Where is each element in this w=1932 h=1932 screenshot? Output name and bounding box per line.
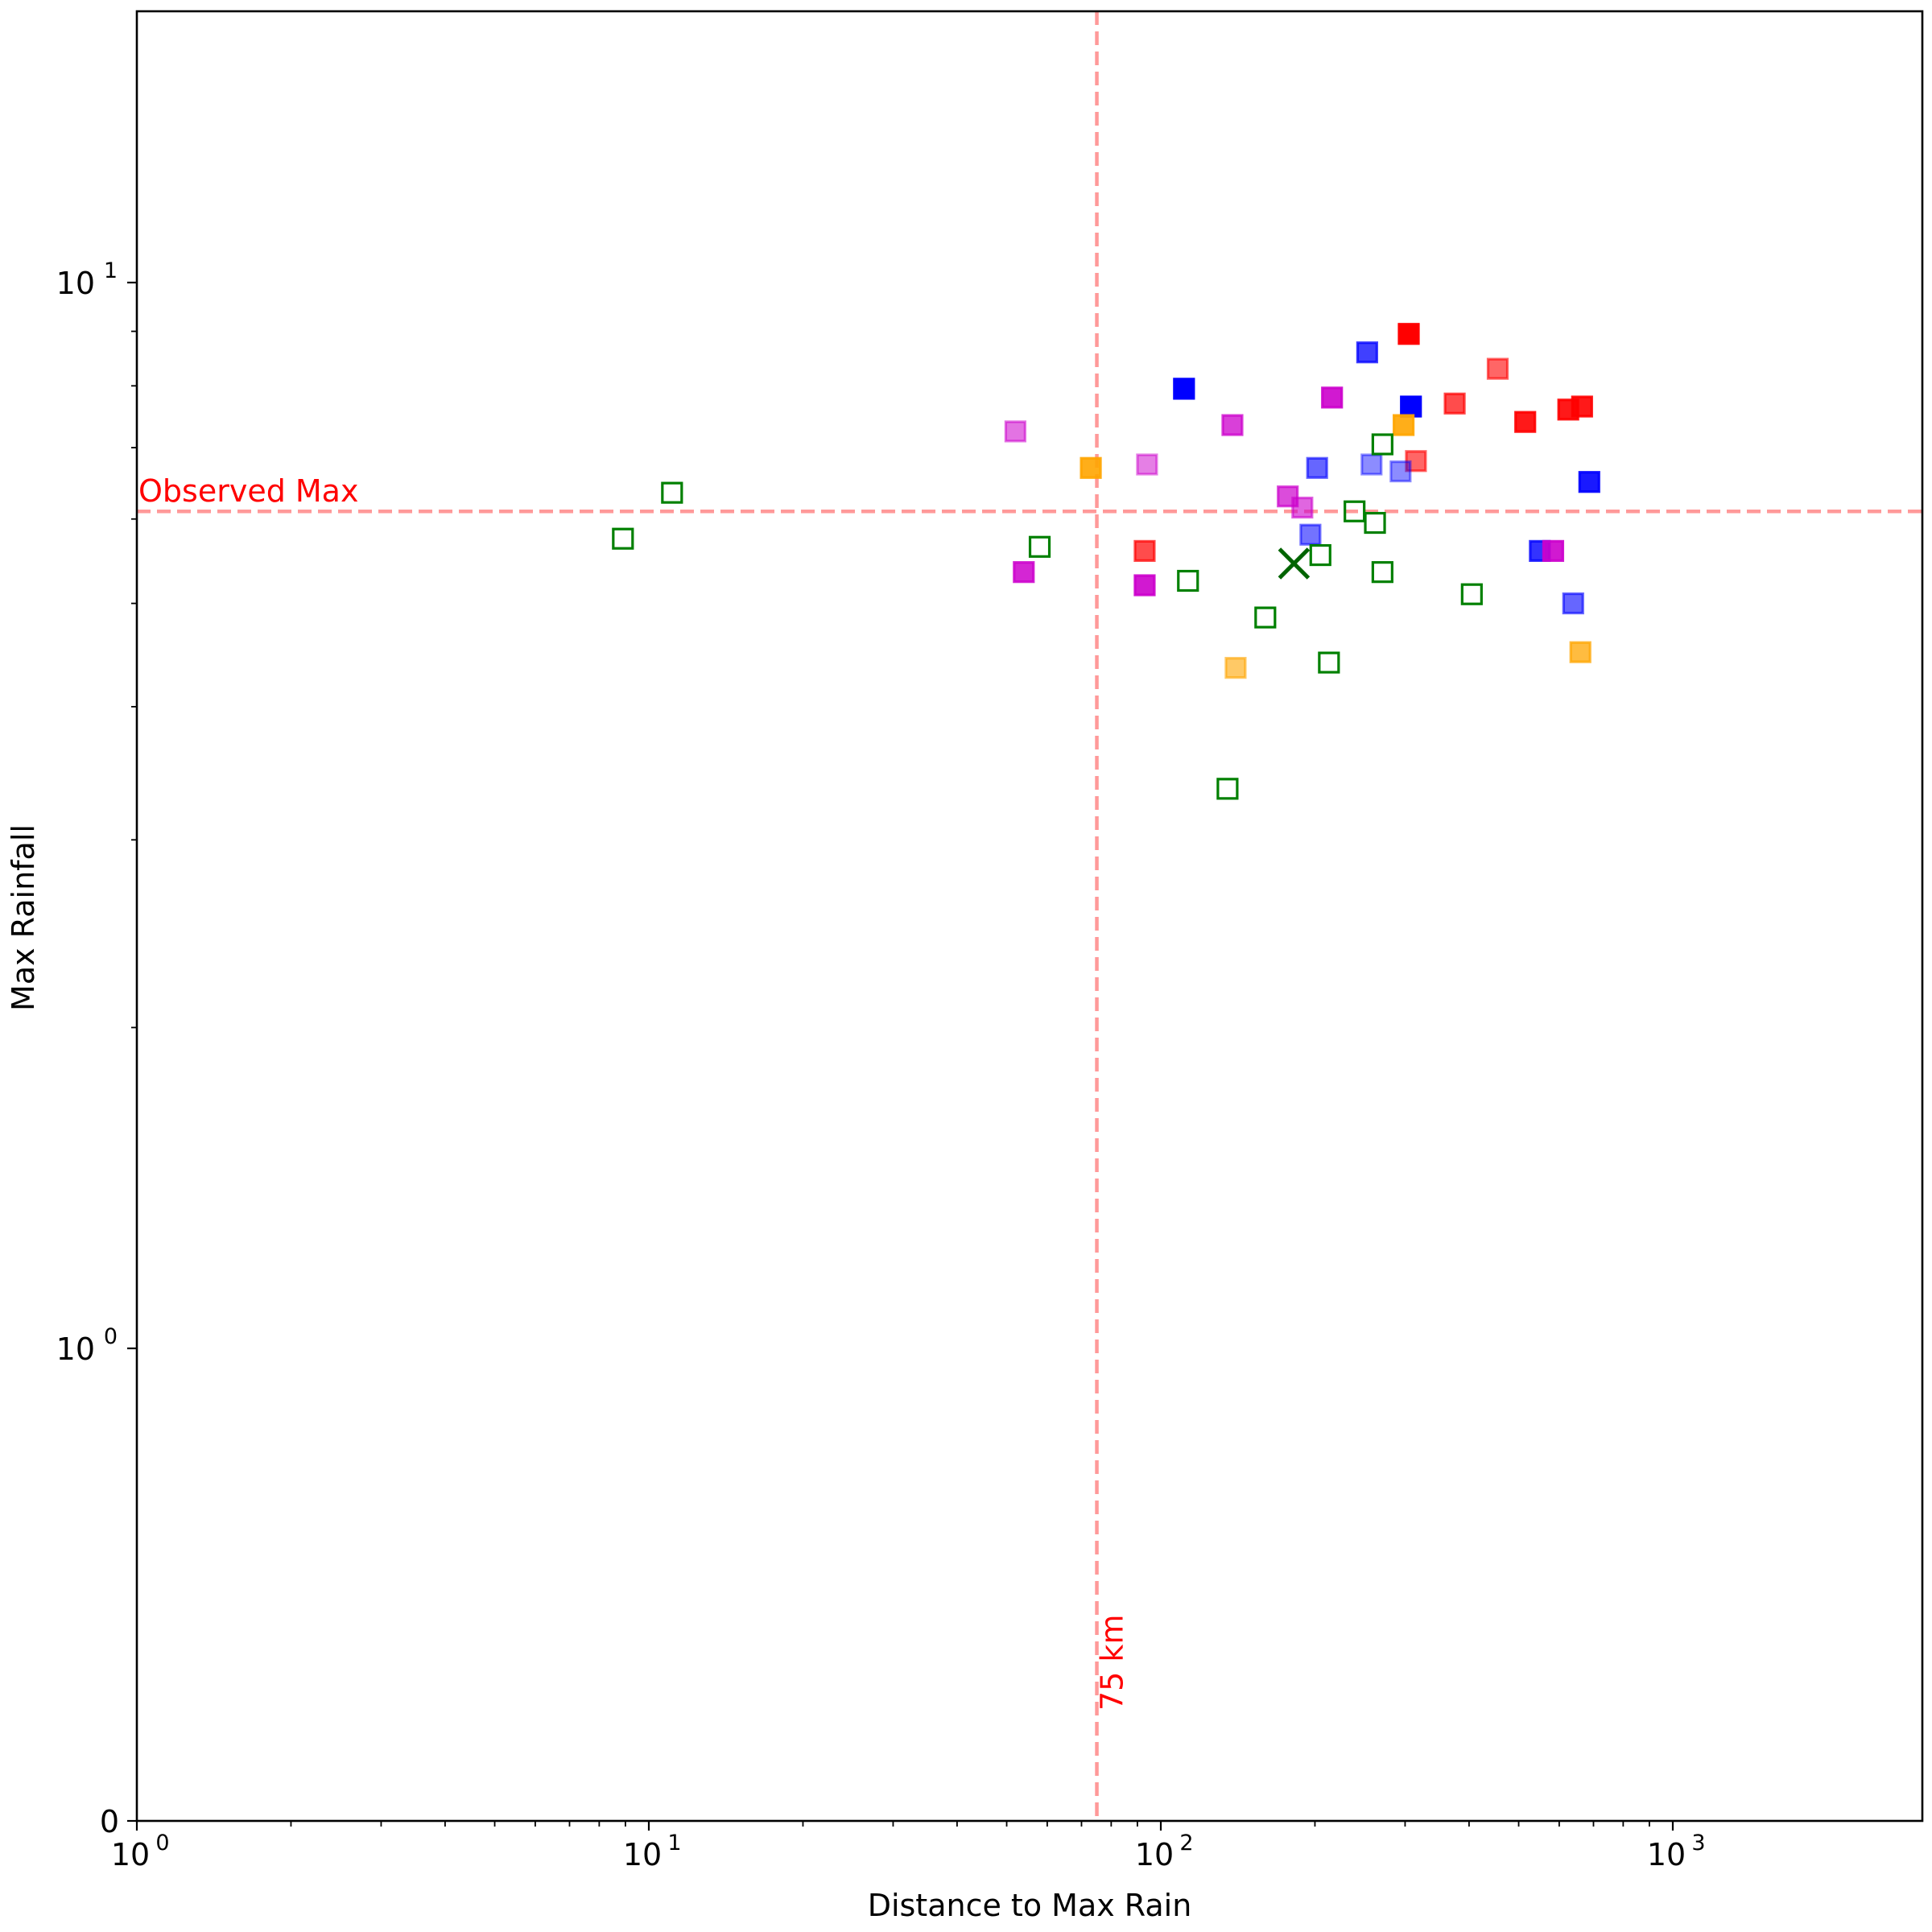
data-point (1389, 460, 1412, 483)
y-tick-exponent: 1 (104, 258, 118, 283)
highlight-marker (1278, 547, 1311, 580)
data-point (1364, 511, 1386, 535)
x-axis-label: Distance to Max Rain (868, 1888, 1192, 1923)
data-point (1578, 471, 1600, 493)
reference-lines: Observed Max 75 km (137, 11, 1922, 1821)
data-point (1397, 323, 1420, 345)
plot-frame (135, 10, 1924, 1823)
data-point (1309, 543, 1331, 567)
distance-threshold-label: 75 km (1095, 1615, 1130, 1711)
y-tick-label: 10 (56, 1331, 95, 1367)
observed-max-label: Observed Max (138, 473, 358, 509)
data-point (1514, 411, 1537, 433)
highlight-marker-group (1278, 547, 1311, 580)
data-point (1133, 539, 1156, 562)
data-point (1254, 606, 1277, 629)
data-point (1360, 453, 1383, 476)
data-point (1371, 561, 1393, 584)
data-point (1080, 456, 1102, 479)
data-point (1221, 414, 1244, 436)
x-tick-label: 10 (1647, 1837, 1686, 1872)
data-point (1562, 592, 1584, 615)
data-point (1133, 574, 1156, 597)
data-point (1443, 392, 1466, 415)
data-point (1569, 641, 1591, 663)
y-tick-label: 0 (100, 1804, 119, 1839)
data-point (1291, 496, 1314, 519)
data-point (1318, 651, 1340, 674)
data-point (1216, 778, 1239, 800)
data-point (1542, 539, 1565, 562)
data-point (1028, 535, 1051, 558)
data-point (1356, 341, 1378, 364)
data-point (1004, 420, 1026, 443)
data-point (1371, 433, 1393, 456)
data-point (1405, 450, 1427, 473)
x-tick-label: 10 (1135, 1837, 1174, 1872)
data-point (1224, 657, 1247, 679)
data-point (1177, 569, 1199, 592)
data-point (1299, 523, 1322, 546)
y-tick-exponent: 0 (104, 1324, 118, 1349)
data-point (1344, 500, 1366, 522)
data-points (612, 323, 1600, 800)
x-tick-exponent: 3 (1691, 1831, 1705, 1856)
y-axis-ticks: 0 10 0 10 1 (56, 258, 137, 1839)
data-point (1173, 378, 1195, 400)
data-point (1136, 453, 1158, 476)
x-axis-ticks: 10 0 10 1 10 2 10 3 (111, 1821, 1706, 1872)
data-point (1013, 561, 1035, 584)
data-point (661, 481, 683, 504)
x-tick-label: 10 (623, 1837, 662, 1872)
data-point (612, 527, 634, 550)
x-tick-exponent: 0 (155, 1831, 169, 1856)
x-tick-exponent: 2 (1179, 1831, 1193, 1856)
data-point (1571, 395, 1593, 418)
data-point (1486, 357, 1509, 380)
x-tick-exponent: 1 (667, 1831, 681, 1856)
data-point (1393, 414, 1415, 436)
data-point (1460, 583, 1483, 605)
y-tick-label: 10 (56, 266, 95, 301)
data-point (1400, 395, 1422, 418)
data-point (1321, 386, 1344, 409)
x-tick-label: 10 (111, 1837, 150, 1872)
data-point (1306, 456, 1328, 479)
y-axis-label: Max Rainfall (6, 824, 41, 1011)
